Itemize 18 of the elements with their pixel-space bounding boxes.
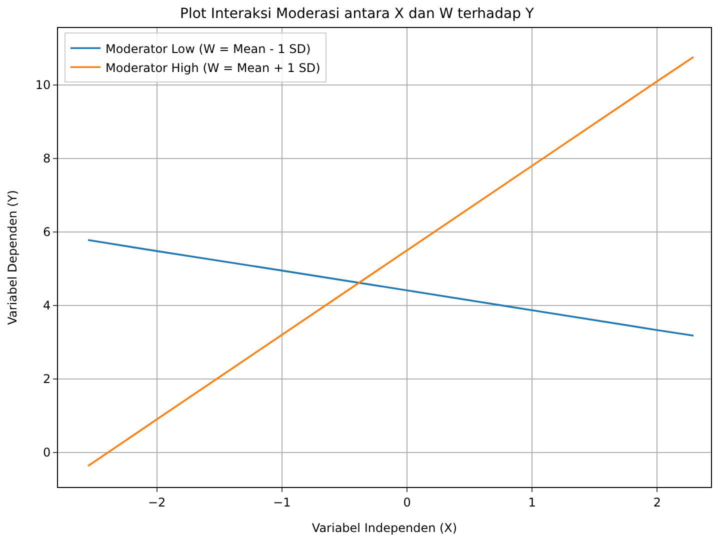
legend-label: Moderator Low (W = Mean - 1 SD) [106, 42, 311, 56]
chart-title: Plot Interaksi Moderasi antara X dan W terhadap Y [180, 6, 534, 22]
x-tick-label: 1 [528, 495, 536, 510]
x-tick-label: 2 [653, 495, 662, 510]
x-axis-title: Variabel Independen (X) [312, 521, 458, 535]
y-tick-label: 0 [42, 446, 51, 460]
y-axis-title: Variabel Dependen (Y) [6, 190, 20, 325]
y-tick-label: 4 [42, 298, 51, 313]
y-tick-label: 6 [42, 225, 51, 240]
legend-label: Moderator High (W = Mean + 1 SD) [106, 60, 320, 75]
x-tick-label: −1 [273, 495, 291, 510]
x-tick-label: 0 [403, 495, 411, 510]
line-series [87, 239, 694, 336]
y-tick-label: 2 [42, 372, 51, 386]
x-tick-label: −2 [148, 495, 166, 510]
y-tick-label: 10 [35, 78, 51, 92]
y-tick-label: 8 [42, 152, 51, 166]
line-series [87, 56, 694, 467]
